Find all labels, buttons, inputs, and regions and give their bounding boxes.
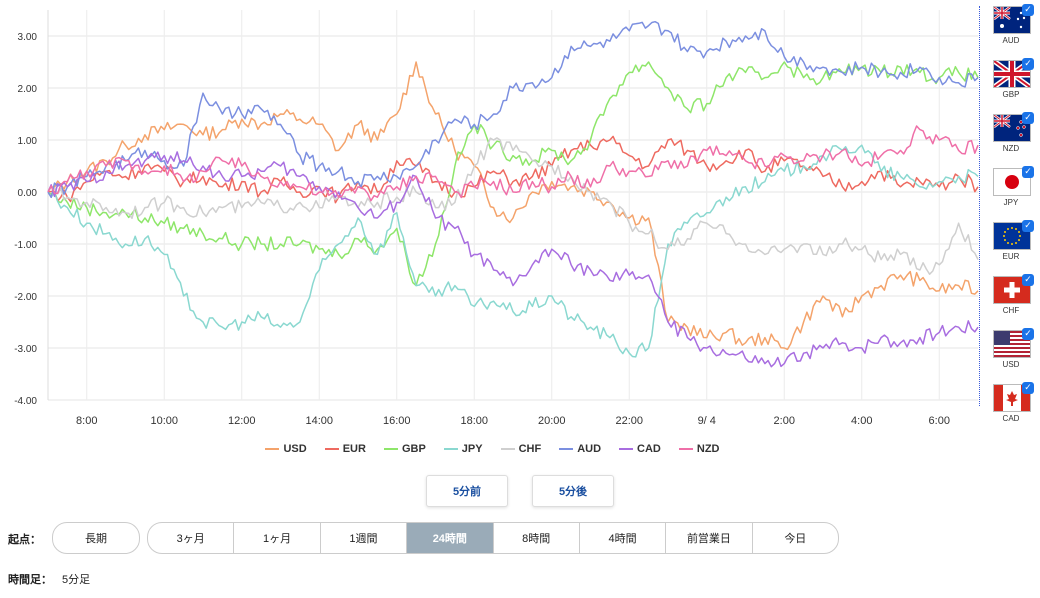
x-tick-label: 20:00: [538, 415, 566, 427]
series-line-aud: [47, 20, 979, 199]
checkbox-checked-icon[interactable]: ✓: [1022, 58, 1034, 70]
currency-flag-column: ✓ AUD ✓ GBP ✓ NZD ✓ JPY ✓ EUR ✓ CHF ✓ USD ✓ CAD: [980, 4, 1040, 436]
x-tick-label: 12:00: [228, 415, 256, 427]
legend-label: EUR: [342, 443, 366, 455]
legend-item-jpy[interactable]: JPY: [443, 440, 483, 458]
legend-swatch: [559, 448, 574, 450]
flag-label: CHF: [1002, 306, 1020, 315]
uk-flag-icon: [993, 60, 1031, 88]
legend-label: CHF: [518, 443, 542, 455]
checkbox-checked-icon[interactable]: ✓: [1022, 166, 1034, 178]
legend-item-chf[interactable]: CHF: [500, 440, 542, 458]
legend-item-eur[interactable]: EUR: [324, 440, 366, 458]
series-line-cad: [47, 151, 979, 368]
legend-swatch: [265, 448, 280, 450]
series-line-eur: [47, 135, 979, 204]
flag-label: EUR: [1002, 252, 1020, 261]
legend-item-usd[interactable]: USD: [265, 440, 307, 458]
legend-label: JPY: [461, 443, 483, 455]
x-tick-label: 22:00: [615, 415, 643, 427]
series-line-usd: [47, 61, 979, 351]
flag-toggle-nzd[interactable]: ✓ NZD: [993, 112, 1034, 166]
flag-toggle-gbp[interactable]: ✓ GBP: [993, 58, 1034, 112]
x-tick-label: 16:00: [383, 415, 411, 427]
x-tick-label: 6:00: [929, 415, 950, 427]
currency-strength-chart: 3.00 2.00 1.00 0.00 -1.00 -2.00 -3.00 -4.00 8:00…: [14, 10, 979, 427]
timeframe-value: 5分足: [62, 574, 91, 586]
series-line-nzd: [47, 125, 979, 202]
origin-option-button[interactable]: 3ヶ月: [148, 523, 235, 553]
flag-toggle-jpy[interactable]: ✓ JPY: [993, 166, 1034, 220]
y-tick-label: -3.00: [14, 344, 37, 355]
flag-toggle-cad[interactable]: ✓ CAD: [993, 382, 1034, 436]
series-line-chf: [47, 137, 979, 275]
origin-period-selector: 3ヶ月 1ヶ月 1週間 24時間 8時間 4時間 前営業日 今日: [147, 522, 839, 554]
x-tick-label: 2:00: [774, 415, 795, 427]
legend-label: AUD: [577, 443, 602, 455]
checkbox-checked-icon[interactable]: ✓: [1022, 328, 1034, 340]
origin-option-button[interactable]: 4時間: [580, 523, 667, 553]
australia-flag-icon: [993, 6, 1031, 34]
legend-swatch: [619, 448, 634, 450]
y-tick-label: 3.00: [18, 32, 38, 43]
origin-option-button[interactable]: 8時間: [494, 523, 580, 553]
checkbox-checked-icon[interactable]: ✓: [1022, 4, 1034, 16]
flag-toggle-usd[interactable]: ✓ USD: [993, 328, 1034, 382]
legend-label: NZD: [696, 443, 720, 455]
origin-option-button[interactable]: 1ヶ月: [234, 523, 321, 553]
origin-option-button[interactable]: 前営業日: [666, 523, 753, 553]
origin-long-term-button[interactable]: 長期: [85, 533, 107, 545]
legend-swatch: [678, 448, 693, 450]
flag-label: GBP: [1002, 90, 1020, 99]
flag-toggle-eur[interactable]: ✓ EUR: [993, 220, 1034, 274]
legend-item-nzd[interactable]: NZD: [678, 440, 720, 458]
origin-option-button[interactable]: 1週間: [321, 523, 408, 553]
checkbox-checked-icon[interactable]: ✓: [1022, 274, 1034, 286]
checkbox-checked-icon[interactable]: ✓: [1022, 220, 1034, 232]
legend-label: CAD: [637, 443, 661, 455]
legend-swatch: [324, 448, 339, 450]
chart-svg: 3.00 2.00 1.00 0.00 -1.00 -2.00 -3.00 -4.00 8:00…: [14, 10, 979, 427]
flag-label: NZD: [1002, 144, 1020, 153]
current-time-line: [979, 6, 980, 406]
flag-label: JPY: [1003, 198, 1019, 207]
prev-5min-button[interactable]: 5分前: [426, 475, 508, 507]
flag-toggle-chf[interactable]: ✓ CHF: [993, 274, 1034, 328]
x-tick-label: 9/ 4: [698, 415, 716, 427]
y-tick-label: 1.00: [18, 136, 38, 147]
timeframe-label: 時間足：: [8, 574, 52, 586]
legend-label: USD: [283, 443, 307, 455]
legend-label: GBP: [401, 443, 426, 455]
flag-toggle-aud[interactable]: ✓ AUD: [993, 4, 1034, 58]
y-tick-label: -4.00: [14, 396, 37, 407]
flag-label: USD: [1002, 360, 1020, 369]
legend-swatch: [383, 448, 398, 450]
long-term-button-group: 長期: [52, 522, 140, 554]
y-tick-label: -1.00: [14, 240, 37, 251]
chart-legend: USD EUR GBP JPY CHF AUD CAD NZD: [0, 440, 985, 458]
next-5min-button[interactable]: 5分後: [532, 475, 614, 507]
y-tick-label: -2.00: [14, 292, 37, 303]
legend-item-gbp[interactable]: GBP: [383, 440, 426, 458]
x-tick-label: 10:00: [150, 415, 178, 427]
x-tick-label: 8:00: [76, 415, 97, 427]
origin-option-button[interactable]: 24時間: [407, 523, 494, 553]
checkbox-checked-icon[interactable]: ✓: [1022, 382, 1034, 394]
y-tick-label: 2.00: [18, 84, 38, 95]
legend-swatch: [500, 448, 515, 450]
y-tick-label: 0.00: [18, 188, 38, 199]
checkbox-checked-icon[interactable]: ✓: [1022, 112, 1034, 124]
x-tick-label: 4:00: [851, 415, 872, 427]
origin-label: 起点：: [8, 534, 41, 546]
series-line-gbp: [47, 61, 979, 287]
flag-label: AUD: [1002, 36, 1020, 45]
x-tick-label: 14:00: [305, 415, 333, 427]
flag-label: CAD: [1002, 414, 1020, 423]
origin-option-button[interactable]: 今日: [784, 533, 807, 545]
x-tick-label: 18:00: [460, 415, 488, 427]
legend-item-cad[interactable]: CAD: [619, 440, 661, 458]
legend-swatch: [443, 448, 458, 450]
legend-item-aud[interactable]: AUD: [559, 440, 601, 458]
usa-flag-icon: [993, 330, 1031, 358]
